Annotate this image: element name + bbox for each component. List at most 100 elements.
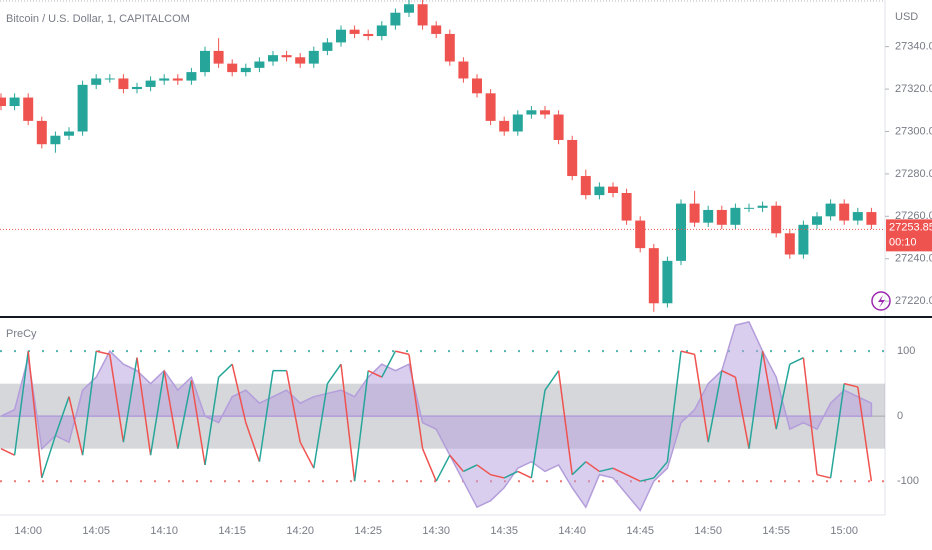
- oscillator-segment: [653, 461, 668, 479]
- candle-body: [444, 33, 455, 62]
- candle-body: [308, 50, 319, 64]
- oscillator-segment: [666, 351, 682, 462]
- oscillator-segment: [285, 370, 301, 443]
- candle-body: [268, 55, 278, 62]
- candle-body: [404, 4, 414, 13]
- oscillator-segment: [490, 473, 505, 479]
- oscillator-segment: [463, 464, 478, 473]
- oscillator-segment: [707, 370, 723, 443]
- oscillator-segment: [27, 351, 43, 479]
- candle-body: [757, 205, 768, 208]
- candle-body: [730, 207, 741, 225]
- oscillator-segment: [748, 351, 764, 449]
- candle-body: [417, 4, 428, 26]
- candle-body: [594, 186, 605, 196]
- oscillator-segment: [0, 448, 15, 456]
- oscillator-segment: [353, 370, 369, 482]
- oscillator-segment: [693, 354, 709, 443]
- oscillator-segment: [96, 350, 110, 356]
- last-price-tag: [886, 219, 932, 252]
- oscillator-segment: [395, 350, 410, 356]
- candle-body: [295, 57, 306, 64]
- candle-body: [866, 212, 877, 225]
- candle-body: [662, 260, 673, 304]
- oscillator-segment: [54, 396, 70, 436]
- x-tick-label: 14:05: [82, 525, 110, 537]
- candle-body: [240, 67, 251, 73]
- candle-body: [852, 212, 863, 221]
- symbol-title: Bitcoin / U.S. Dollar, 1, CAPITALCOM: [6, 13, 190, 25]
- candle-body: [431, 25, 442, 34]
- oscillator-segment: [802, 357, 818, 475]
- last-price-label: 27253.85: [889, 221, 932, 233]
- candle-body: [798, 224, 809, 255]
- candle-body: [553, 114, 564, 140]
- candle-body: [716, 209, 727, 225]
- oscillator-pane: [0, 321, 885, 512]
- oscillator-segment: [585, 461, 600, 473]
- candle-body: [186, 72, 197, 81]
- candle-body: [567, 139, 578, 177]
- oscillator-segment: [761, 351, 777, 430]
- y-tick-label: 27300.00: [895, 125, 932, 137]
- oscillator-segment: [81, 351, 97, 456]
- x-tick-label: 14:15: [218, 525, 246, 537]
- oscillator-segment: [109, 354, 125, 443]
- candle-body: [621, 192, 632, 221]
- oscillator-segment: [816, 473, 831, 479]
- y-tick-label: 100: [897, 345, 915, 357]
- candle-body: [608, 186, 618, 193]
- price-pane: 27253.85 00:10: [0, 0, 932, 312]
- x-tick-label: 14:45: [626, 525, 654, 537]
- oscillator-segment: [734, 377, 750, 449]
- candle-body: [676, 203, 686, 261]
- x-tick-label: 14:25: [354, 525, 382, 537]
- oscillator-segment: [340, 364, 356, 482]
- candle-body: [118, 78, 129, 90]
- x-tick-label: 14:20: [286, 525, 314, 537]
- candle-body: [472, 78, 482, 94]
- candle-body: [635, 220, 646, 249]
- oscillator-segment: [258, 370, 274, 462]
- x-tick-label: 14:35: [490, 525, 518, 537]
- candle-body: [104, 78, 115, 80]
- candle-body: [227, 63, 238, 73]
- candle-body: [50, 135, 61, 145]
- candle-body: [771, 205, 782, 234]
- alert-icon[interactable]: [871, 291, 891, 311]
- candle-body: [64, 131, 74, 136]
- oscillator-segment: [68, 396, 84, 456]
- oscillator-segment: [789, 356, 804, 365]
- oscillator-segment: [299, 441, 315, 469]
- candle-body: [213, 50, 224, 64]
- x-tick-label: 14:10: [150, 525, 178, 537]
- y-tick-label: 27240.00: [895, 253, 932, 265]
- candle-body: [784, 233, 795, 255]
- candle-body: [363, 33, 374, 37]
- y-tick-label: 27260.00: [895, 210, 932, 222]
- oscillator-segment: [218, 363, 233, 378]
- candle-body: [0, 97, 6, 107]
- candle-body: [580, 176, 591, 196]
- oscillator-segment: [381, 350, 397, 378]
- candle-body: [526, 110, 537, 115]
- candle-body: [254, 61, 265, 68]
- candle-body: [390, 12, 401, 26]
- y-tick-label: -100: [897, 475, 919, 487]
- y-tick-label: 27340.00: [895, 41, 932, 53]
- indicator-title: PreCy: [6, 328, 37, 340]
- oscillator-segment: [829, 383, 845, 479]
- y-tick-label: 0: [897, 410, 903, 422]
- countdown-label: 00:10: [889, 236, 917, 248]
- oscillator-segment: [557, 370, 573, 475]
- oscillator-segment: [421, 448, 437, 482]
- oscillator-segment: [177, 380, 193, 449]
- candle-body: [36, 120, 47, 145]
- candle-body: [376, 25, 387, 37]
- oscillator-segment: [571, 461, 587, 476]
- oscillator-segment: [367, 369, 383, 378]
- oscillator-segment: [435, 454, 451, 482]
- currency-label: USD: [895, 11, 918, 23]
- x-tick-label: 14:00: [14, 525, 42, 537]
- candle-body: [839, 203, 850, 221]
